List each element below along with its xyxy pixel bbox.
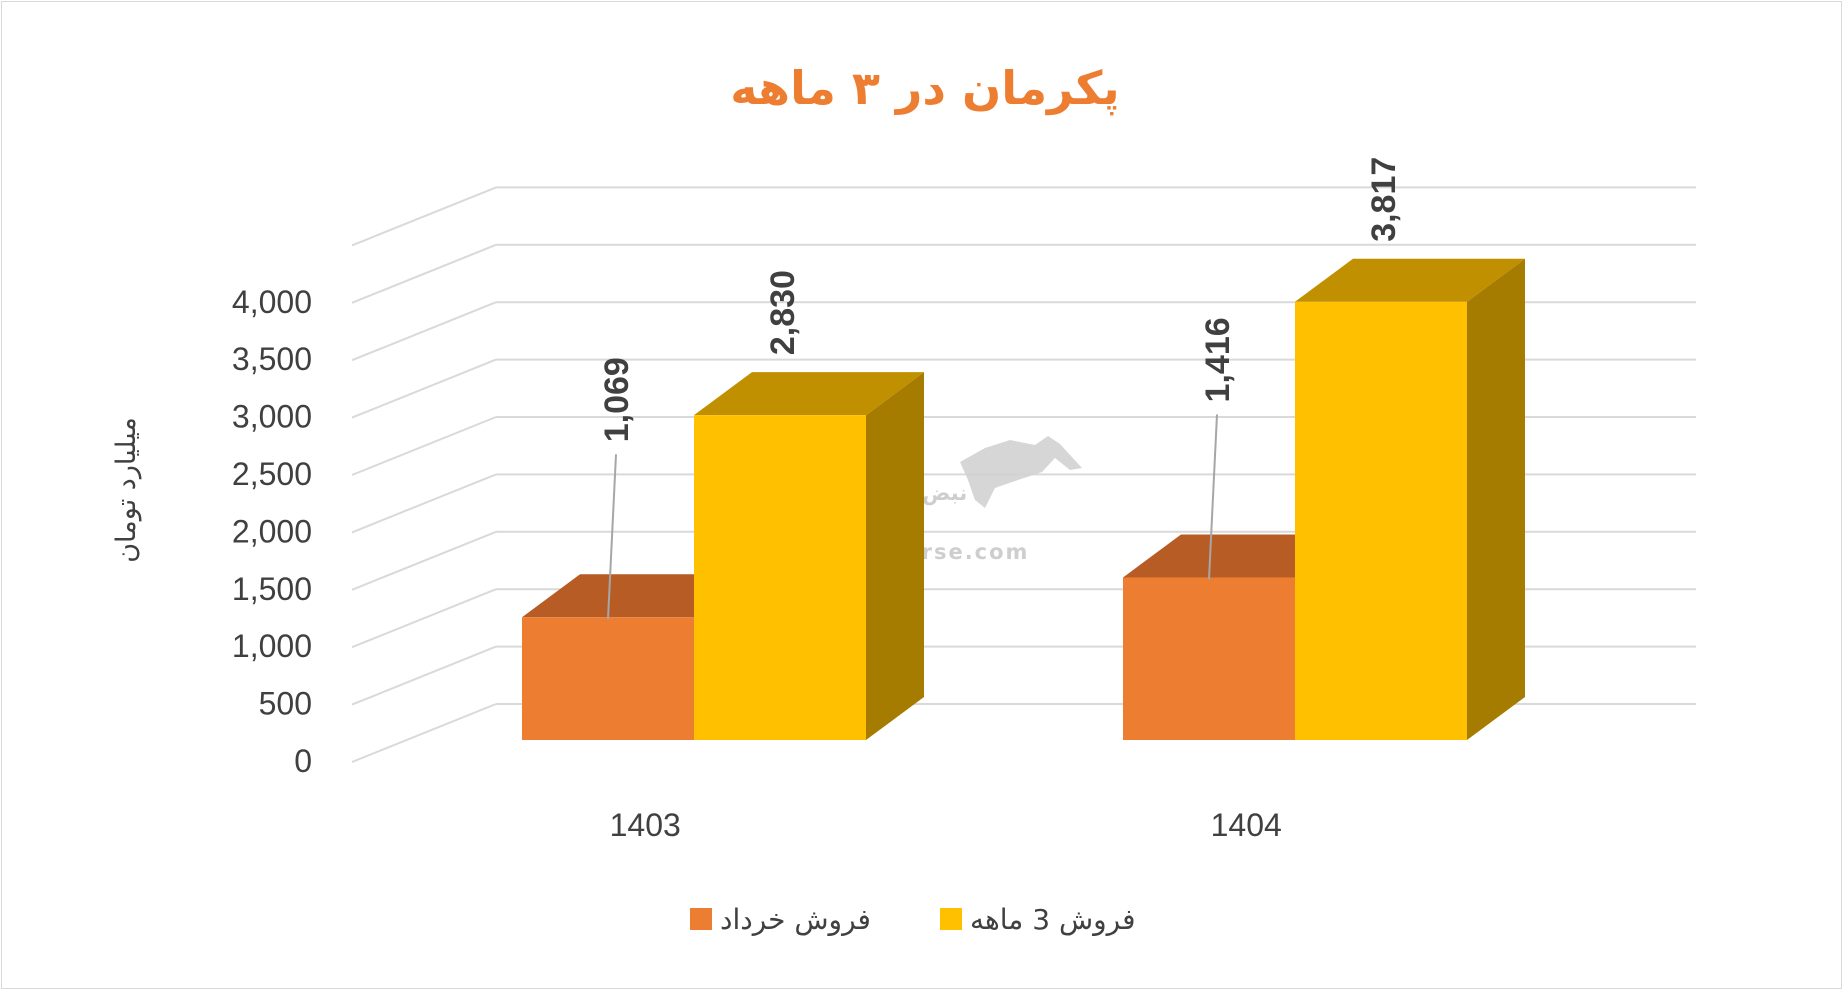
bull-logo-icon	[960, 436, 1082, 508]
data-label: 2,830	[764, 270, 802, 355]
bar-front	[1295, 301, 1467, 740]
bar-top	[694, 372, 924, 416]
x-axis-ticks: 1403 1404	[610, 807, 1282, 843]
gridline-diagonal	[351, 645, 497, 706]
y-tick-label: 3,500	[232, 341, 312, 377]
gridline-diagonal	[351, 530, 497, 591]
y-axis-ticks: 0 500 1,000 1,500 2,000 2,500 3,000 3,500 4,000	[232, 284, 312, 779]
y-tick-label: 3,000	[232, 399, 312, 435]
legend-label: فروش 3 ماهه	[970, 903, 1135, 936]
y-tick-label: 1,000	[232, 628, 312, 664]
y-tick-label: 1,500	[232, 571, 312, 607]
legend-swatch	[940, 908, 962, 930]
gridline-diagonal	[351, 703, 497, 763]
data-label: 1,416	[1199, 317, 1237, 402]
y-tick-label: 0	[294, 743, 312, 779]
gridline-diagonal	[351, 473, 497, 534]
bar-three-month-1404	[1295, 258, 1525, 740]
y-tick-label: 2,000	[232, 513, 312, 549]
gridline-diagonal	[351, 588, 497, 649]
y-tick-label: 500	[259, 686, 312, 722]
bar-front	[1123, 577, 1295, 740]
y-tick-label: 2,500	[232, 456, 312, 492]
gridline-diagonal	[351, 301, 497, 362]
gridline-diagonal	[351, 186, 497, 247]
data-labels: 1,069 2,830 1,416 3,817	[598, 157, 1403, 620]
legend-swatch	[690, 908, 712, 930]
bar-front	[694, 415, 866, 740]
y-axis-label: میلیارد تومان	[111, 417, 142, 563]
data-label: 3,817	[1365, 157, 1403, 242]
gridline-diagonal	[351, 243, 497, 304]
leader-line	[1208, 414, 1218, 580]
leader-line	[607, 454, 617, 620]
bar-three-month-1403	[694, 372, 924, 740]
gridline-diagonal	[351, 358, 497, 419]
x-tick-label: 1403	[610, 807, 681, 843]
bar-front	[522, 617, 694, 740]
bar-side	[866, 372, 924, 740]
bar-top	[1295, 258, 1525, 302]
bars	[522, 258, 1525, 740]
legend-label: فروش خرداد	[720, 903, 871, 936]
chart-title: پکرمان در ۳ ماهه	[730, 61, 1119, 116]
legend: فروش خرداد فروش 3 ماهه	[690, 903, 1135, 936]
x-tick-label: 1404	[1211, 807, 1282, 843]
y-tick-label: 4,000	[232, 284, 312, 320]
bar-side	[1467, 258, 1525, 740]
data-label: 1,069	[598, 357, 636, 442]
gridline-diagonal	[351, 416, 497, 476]
